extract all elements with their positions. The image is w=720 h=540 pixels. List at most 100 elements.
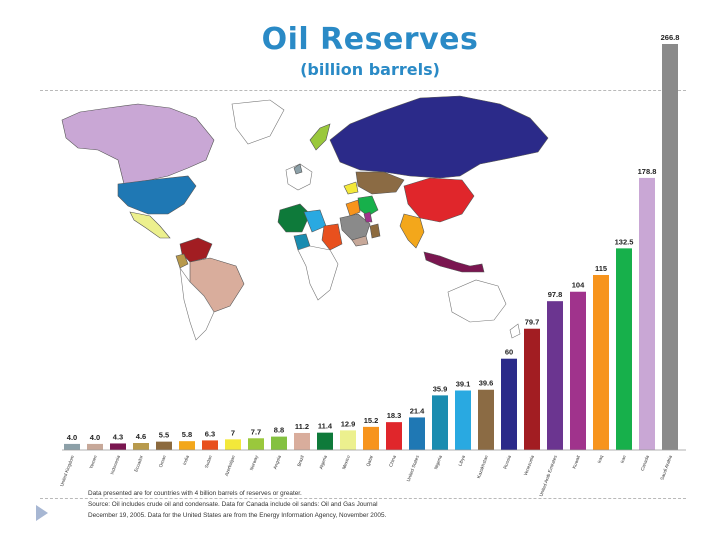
category-label: Russia <box>502 454 512 469</box>
bar-yemen <box>87 443 103 450</box>
category-label: United States <box>406 454 420 482</box>
bar-united-arab-emirates <box>547 301 563 450</box>
category-label: China <box>388 454 397 467</box>
note-line-3: December 19, 2005. Data for the United S… <box>88 512 387 519</box>
data-label: 39.1 <box>456 380 471 389</box>
data-label: 11.4 <box>318 422 333 431</box>
page-subtitle: (billion barrels) <box>300 60 440 79</box>
bar-brazil <box>294 432 310 450</box>
algeria-shape <box>277 203 311 233</box>
data-label: 15.2 <box>364 416 379 425</box>
data-label: 132.5 <box>615 237 634 246</box>
bar-indonesia <box>110 443 126 450</box>
norway-shape <box>309 123 331 151</box>
oman-shape <box>369 223 381 239</box>
bar-qatar <box>363 426 379 450</box>
data-label: 4.6 <box>136 432 146 441</box>
category-label: Azerbaijan <box>224 454 236 477</box>
category-label: Qatar <box>365 454 374 467</box>
bar-angola <box>271 436 287 450</box>
source-note: Data presented are for countries with 4 … <box>88 488 386 521</box>
data-label: 4.0 <box>90 433 100 442</box>
category-label: Yemen <box>88 454 98 469</box>
category-label: Mexico <box>341 454 351 470</box>
category-label: Norway <box>249 454 259 471</box>
bars-group: 4.0 United Kingdom 4.0 Yemen 4.3 Indonesia 4.6… <box>59 33 679 497</box>
bar-saudi-arabia <box>662 44 678 450</box>
category-label: Kazakhstan <box>476 454 489 479</box>
data-label: 97.8 <box>548 290 563 299</box>
bar-venezuela <box>524 328 540 450</box>
mexico-shape <box>129 211 171 239</box>
bar-kazakhstan <box>478 389 494 450</box>
note-line-1: Data presented are for countries with 4 … <box>88 490 302 497</box>
category-label: Canada <box>640 454 650 471</box>
category-label: Oman <box>158 454 167 468</box>
category-label: Indonesia <box>109 454 121 475</box>
africa-shape <box>297 245 339 301</box>
data-label: 60 <box>505 348 513 357</box>
next-slide-arrow-icon[interactable] <box>36 505 48 521</box>
data-label: 7 <box>231 428 235 437</box>
data-label: 39.6 <box>479 379 494 388</box>
bar-iran <box>616 248 632 450</box>
data-label: 11.2 <box>295 422 309 431</box>
category-label: Iran <box>620 454 628 464</box>
data-label: 4.3 <box>113 432 123 441</box>
page-title: Oil Reserves <box>261 22 479 57</box>
bar-india <box>179 441 195 450</box>
bar-united-states <box>409 417 425 450</box>
south-america-shape <box>179 267 215 341</box>
data-label: 7.7 <box>251 427 261 436</box>
sudan-shape <box>321 223 343 251</box>
russia-shape <box>329 95 549 179</box>
australia-shape <box>447 279 507 323</box>
world-map-icon <box>61 95 549 341</box>
bottom-divider <box>40 498 686 499</box>
bar-norway <box>248 438 264 450</box>
bar-nigeria <box>432 395 448 450</box>
data-label: 8.8 <box>274 426 284 435</box>
data-label: 6.3 <box>205 429 215 438</box>
indonesia-shape <box>423 251 485 273</box>
data-label: 266.8 <box>661 33 680 42</box>
category-label: Angola <box>272 454 282 470</box>
bar-canada <box>639 177 655 451</box>
data-label: 35.9 <box>433 384 448 393</box>
bar-china <box>386 422 402 450</box>
data-label: 178.8 <box>638 167 657 176</box>
yemen-shape <box>351 235 369 247</box>
bar-ecuador <box>133 443 149 450</box>
top-divider <box>40 90 686 91</box>
bar-mexico <box>340 430 356 450</box>
bar-iraq <box>593 275 609 450</box>
category-label: Algeria <box>318 454 328 470</box>
canada-shape <box>61 103 215 185</box>
ecuador-shape <box>175 253 189 269</box>
data-label: 4.0 <box>67 433 77 442</box>
china-shape <box>403 177 475 223</box>
data-label: 5.8 <box>182 430 192 439</box>
venezuela-shape <box>179 237 213 263</box>
category-label: United Kingdom <box>59 454 75 487</box>
india-shape <box>399 213 425 249</box>
bar-azerbaijan <box>225 439 241 450</box>
data-label: 18.3 <box>387 411 402 420</box>
bar-russia <box>501 358 517 450</box>
bar-sudan <box>202 440 218 450</box>
category-label: Ecuador <box>133 454 144 472</box>
libya-shape <box>303 209 327 233</box>
bar-algeria <box>317 432 333 450</box>
category-label: Brazil <box>296 455 305 468</box>
category-label: Iraq <box>597 454 605 464</box>
usa-shape <box>117 175 197 215</box>
data-label: 12.9 <box>341 419 356 428</box>
data-label: 104 <box>572 281 585 290</box>
azerbaijan-shape <box>343 181 359 195</box>
iraq-shape <box>345 199 361 217</box>
new-zealand-shape <box>509 323 521 339</box>
category-label: Kuwait <box>572 454 582 469</box>
category-label: Saudi Arabia <box>659 454 673 481</box>
bar-oman <box>156 441 172 450</box>
